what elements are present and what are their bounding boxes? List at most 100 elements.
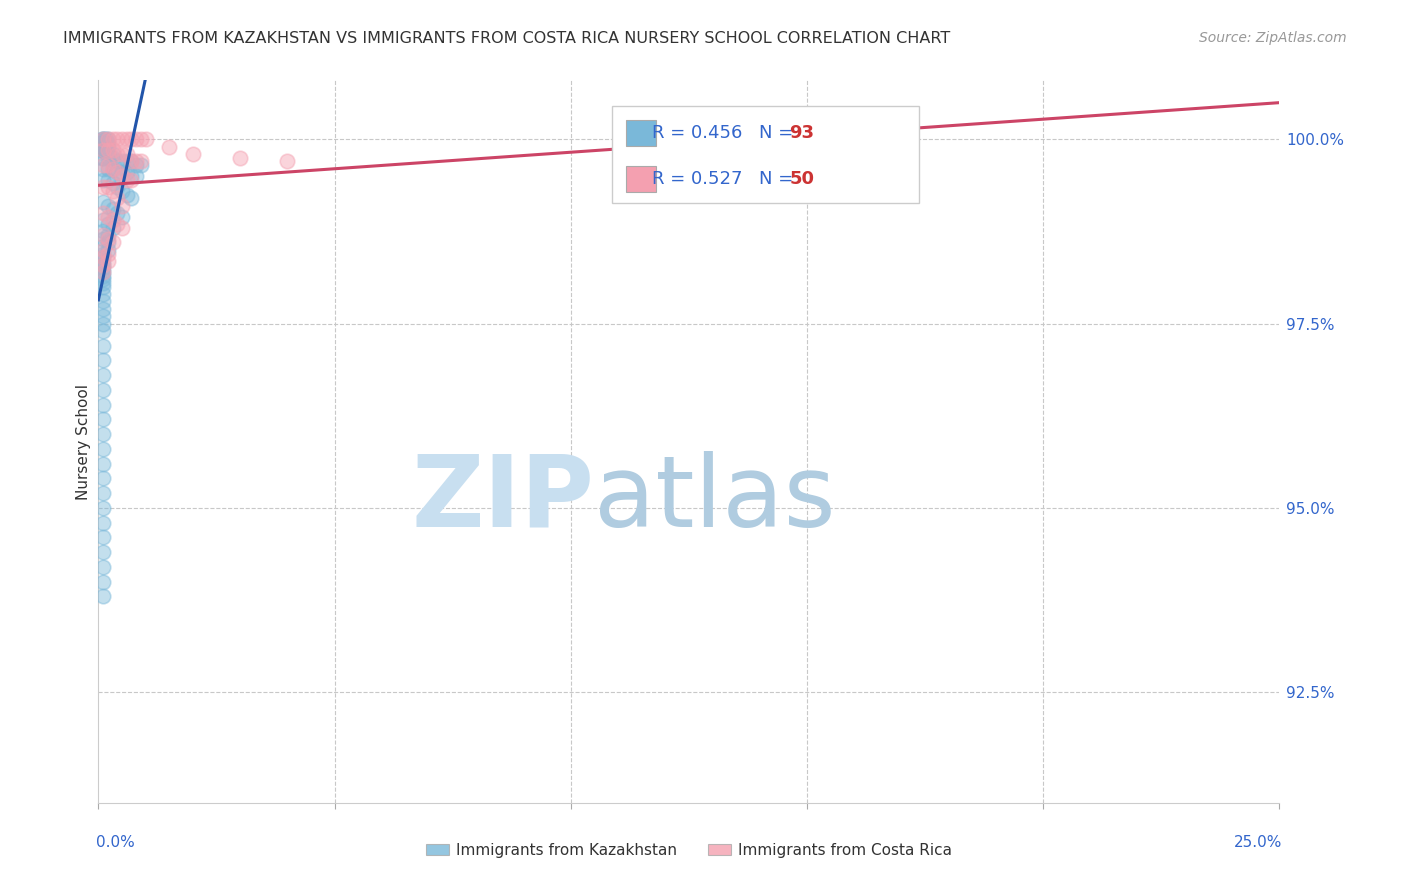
Point (105, 191, 128, 205)
Point (97, 161, 120, 176)
Point (91, 457, 114, 471)
Point (101, 184, 124, 198)
Point (125, 158, 148, 172)
Point (91, 243, 114, 257)
Point (97, 243, 120, 257)
Point (91, 545, 114, 559)
Point (97, 132, 120, 146)
Point (91, 194, 114, 209)
Point (97, 173, 120, 187)
Point (91, 442, 114, 456)
Point (91, 265, 114, 279)
Point (91, 412, 114, 426)
Point (91, 398, 114, 412)
Point (97, 144, 120, 158)
Point (97, 210, 120, 224)
Text: N =: N = (759, 124, 799, 142)
Point (97, 151, 120, 165)
Point (91, 224, 114, 238)
Point (91, 250, 114, 264)
Point (97, 228, 120, 243)
Point (94, 139, 117, 153)
Point (111, 165, 134, 179)
Point (91, 268, 114, 283)
Point (91, 132, 114, 146)
Point (97, 217, 120, 231)
Text: 0.0%: 0.0% (96, 836, 135, 850)
Point (93, 132, 115, 146)
Point (91, 258, 114, 272)
Point (91, 339, 114, 353)
Text: atlas: atlas (595, 450, 837, 548)
Point (115, 132, 138, 146)
Point (94, 136, 117, 150)
Text: N =: N = (759, 169, 799, 187)
Point (91, 250, 114, 264)
Text: 93: 93 (789, 124, 814, 142)
Point (91, 301, 114, 316)
Point (97, 132, 120, 146)
Point (91, 132, 114, 146)
Point (91, 261, 114, 276)
Point (229, 151, 252, 165)
Point (91, 353, 114, 368)
Point (93, 136, 115, 150)
Point (105, 165, 128, 179)
Point (91, 574, 114, 589)
Point (276, 154, 298, 169)
Point (101, 151, 124, 165)
Point (111, 147, 134, 161)
Point (101, 177, 124, 191)
Point (97, 232, 120, 246)
Point (94, 132, 117, 146)
Point (101, 235, 124, 250)
Point (91, 228, 114, 243)
Point (91, 158, 114, 172)
Point (129, 132, 152, 146)
Point (101, 161, 124, 176)
Text: Source: ZipAtlas.com: Source: ZipAtlas.com (1199, 31, 1347, 45)
Point (97, 253, 120, 268)
Point (91, 287, 114, 301)
Point (121, 154, 143, 169)
Point (91, 560, 114, 574)
Point (125, 132, 148, 146)
Point (115, 165, 138, 179)
Point (91, 151, 114, 165)
Point (101, 220, 124, 235)
Point (91, 368, 114, 383)
Point (91, 173, 114, 187)
Point (111, 154, 134, 169)
Point (115, 173, 138, 187)
Point (105, 180, 128, 194)
Point (91, 516, 114, 530)
Point (101, 202, 124, 217)
Point (91, 139, 114, 153)
Point (97, 136, 120, 150)
Point (91, 309, 114, 323)
Point (97, 139, 120, 153)
Point (97, 180, 120, 194)
Point (91, 180, 114, 194)
Point (91, 213, 114, 227)
Text: 50: 50 (789, 169, 814, 187)
Point (91, 272, 114, 286)
Point (91, 232, 114, 246)
Point (91, 530, 114, 544)
Point (97, 158, 120, 172)
Point (91, 276, 114, 290)
Text: IMMIGRANTS FROM KAZAKHSTAN VS IMMIGRANTS FROM COSTA RICA NURSERY SCHOOL CORRELAT: IMMIGRANTS FROM KAZAKHSTAN VS IMMIGRANTS… (63, 31, 950, 46)
Point (121, 169, 143, 183)
Bar (626, 120, 655, 146)
Point (91, 324, 114, 338)
Point (121, 154, 143, 169)
Point (105, 147, 128, 161)
Bar (626, 166, 655, 192)
Point (125, 154, 148, 169)
FancyBboxPatch shape (612, 105, 920, 203)
Point (105, 165, 128, 179)
Point (91, 317, 114, 331)
Text: ZIP: ZIP (412, 450, 595, 548)
Point (101, 144, 124, 158)
Point (91, 383, 114, 397)
